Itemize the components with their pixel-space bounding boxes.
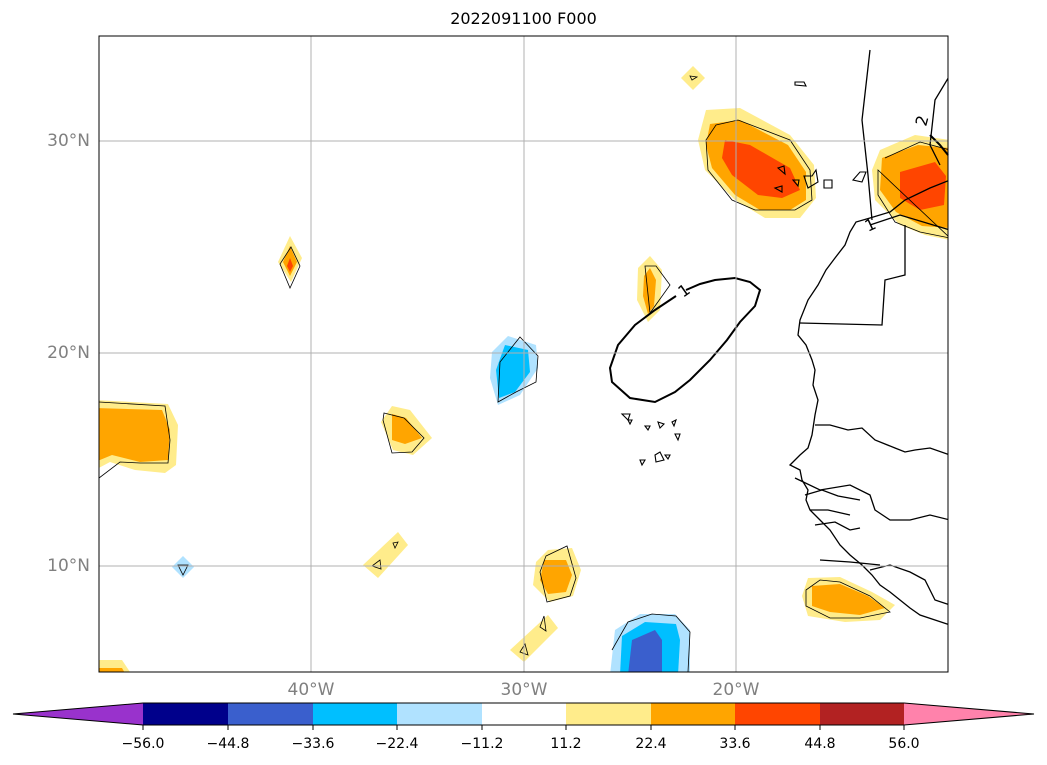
contour-ring-1 [608,276,762,404]
colorbar-bin [735,703,820,725]
colorbar-tick-label: 33.6 [719,736,751,752]
colorbar-tick-label: 44.8 [804,736,836,752]
lat-label-20n: 20°N [47,343,90,363]
colorbar-bin [313,703,397,725]
contour-layer [608,134,949,404]
colorbar-bin [397,703,482,725]
gridlines [99,36,948,672]
colorbar-bin [651,703,735,725]
africa-coastline [788,180,948,626]
data-field-layer [99,66,948,672]
lon-label-20w: 20°W [712,680,760,700]
colorbar-extend-right [904,703,1034,725]
coastline-layer [788,49,948,626]
colorbar-tick-label: 11.2 [550,736,582,752]
anomaly-blob-blue-small [172,556,194,578]
map-frame [98,35,949,673]
lon-label-30w: 30°W [500,680,548,700]
colorbar-bin [820,703,904,725]
colorbar-bin [566,703,651,725]
colorbar-tick-label: −22.4 [375,736,419,752]
colorbar-tick-label: −11.2 [460,736,504,752]
colorbar-extend-left [13,703,143,725]
colorbar-bin [228,703,313,725]
colorbar [12,702,1035,730]
colorbar-tick-label: 22.4 [635,736,667,752]
islands-layer [620,81,867,467]
contour-label-2: 2 [912,113,933,128]
colorbar-tick-label: −56.0 [121,736,165,752]
anomaly-blob-west-core [99,408,170,462]
colorbar-tick-label: 56.0 [888,736,920,752]
colorbar-tick-label: −44.8 [206,736,250,752]
colorbar-bin [482,703,566,725]
contour-label-1: 1 [674,280,693,301]
colorbar-bin [143,703,228,725]
lat-label-30n: 30°N [47,131,90,151]
colorbar-tick-label: −33.6 [291,736,335,752]
lon-label-40w: 40°W [287,680,335,700]
contour-label-3: 1 [862,214,879,236]
lat-label-10n: 10°N [47,556,90,576]
map-title: 2022091100 F000 [450,9,597,28]
